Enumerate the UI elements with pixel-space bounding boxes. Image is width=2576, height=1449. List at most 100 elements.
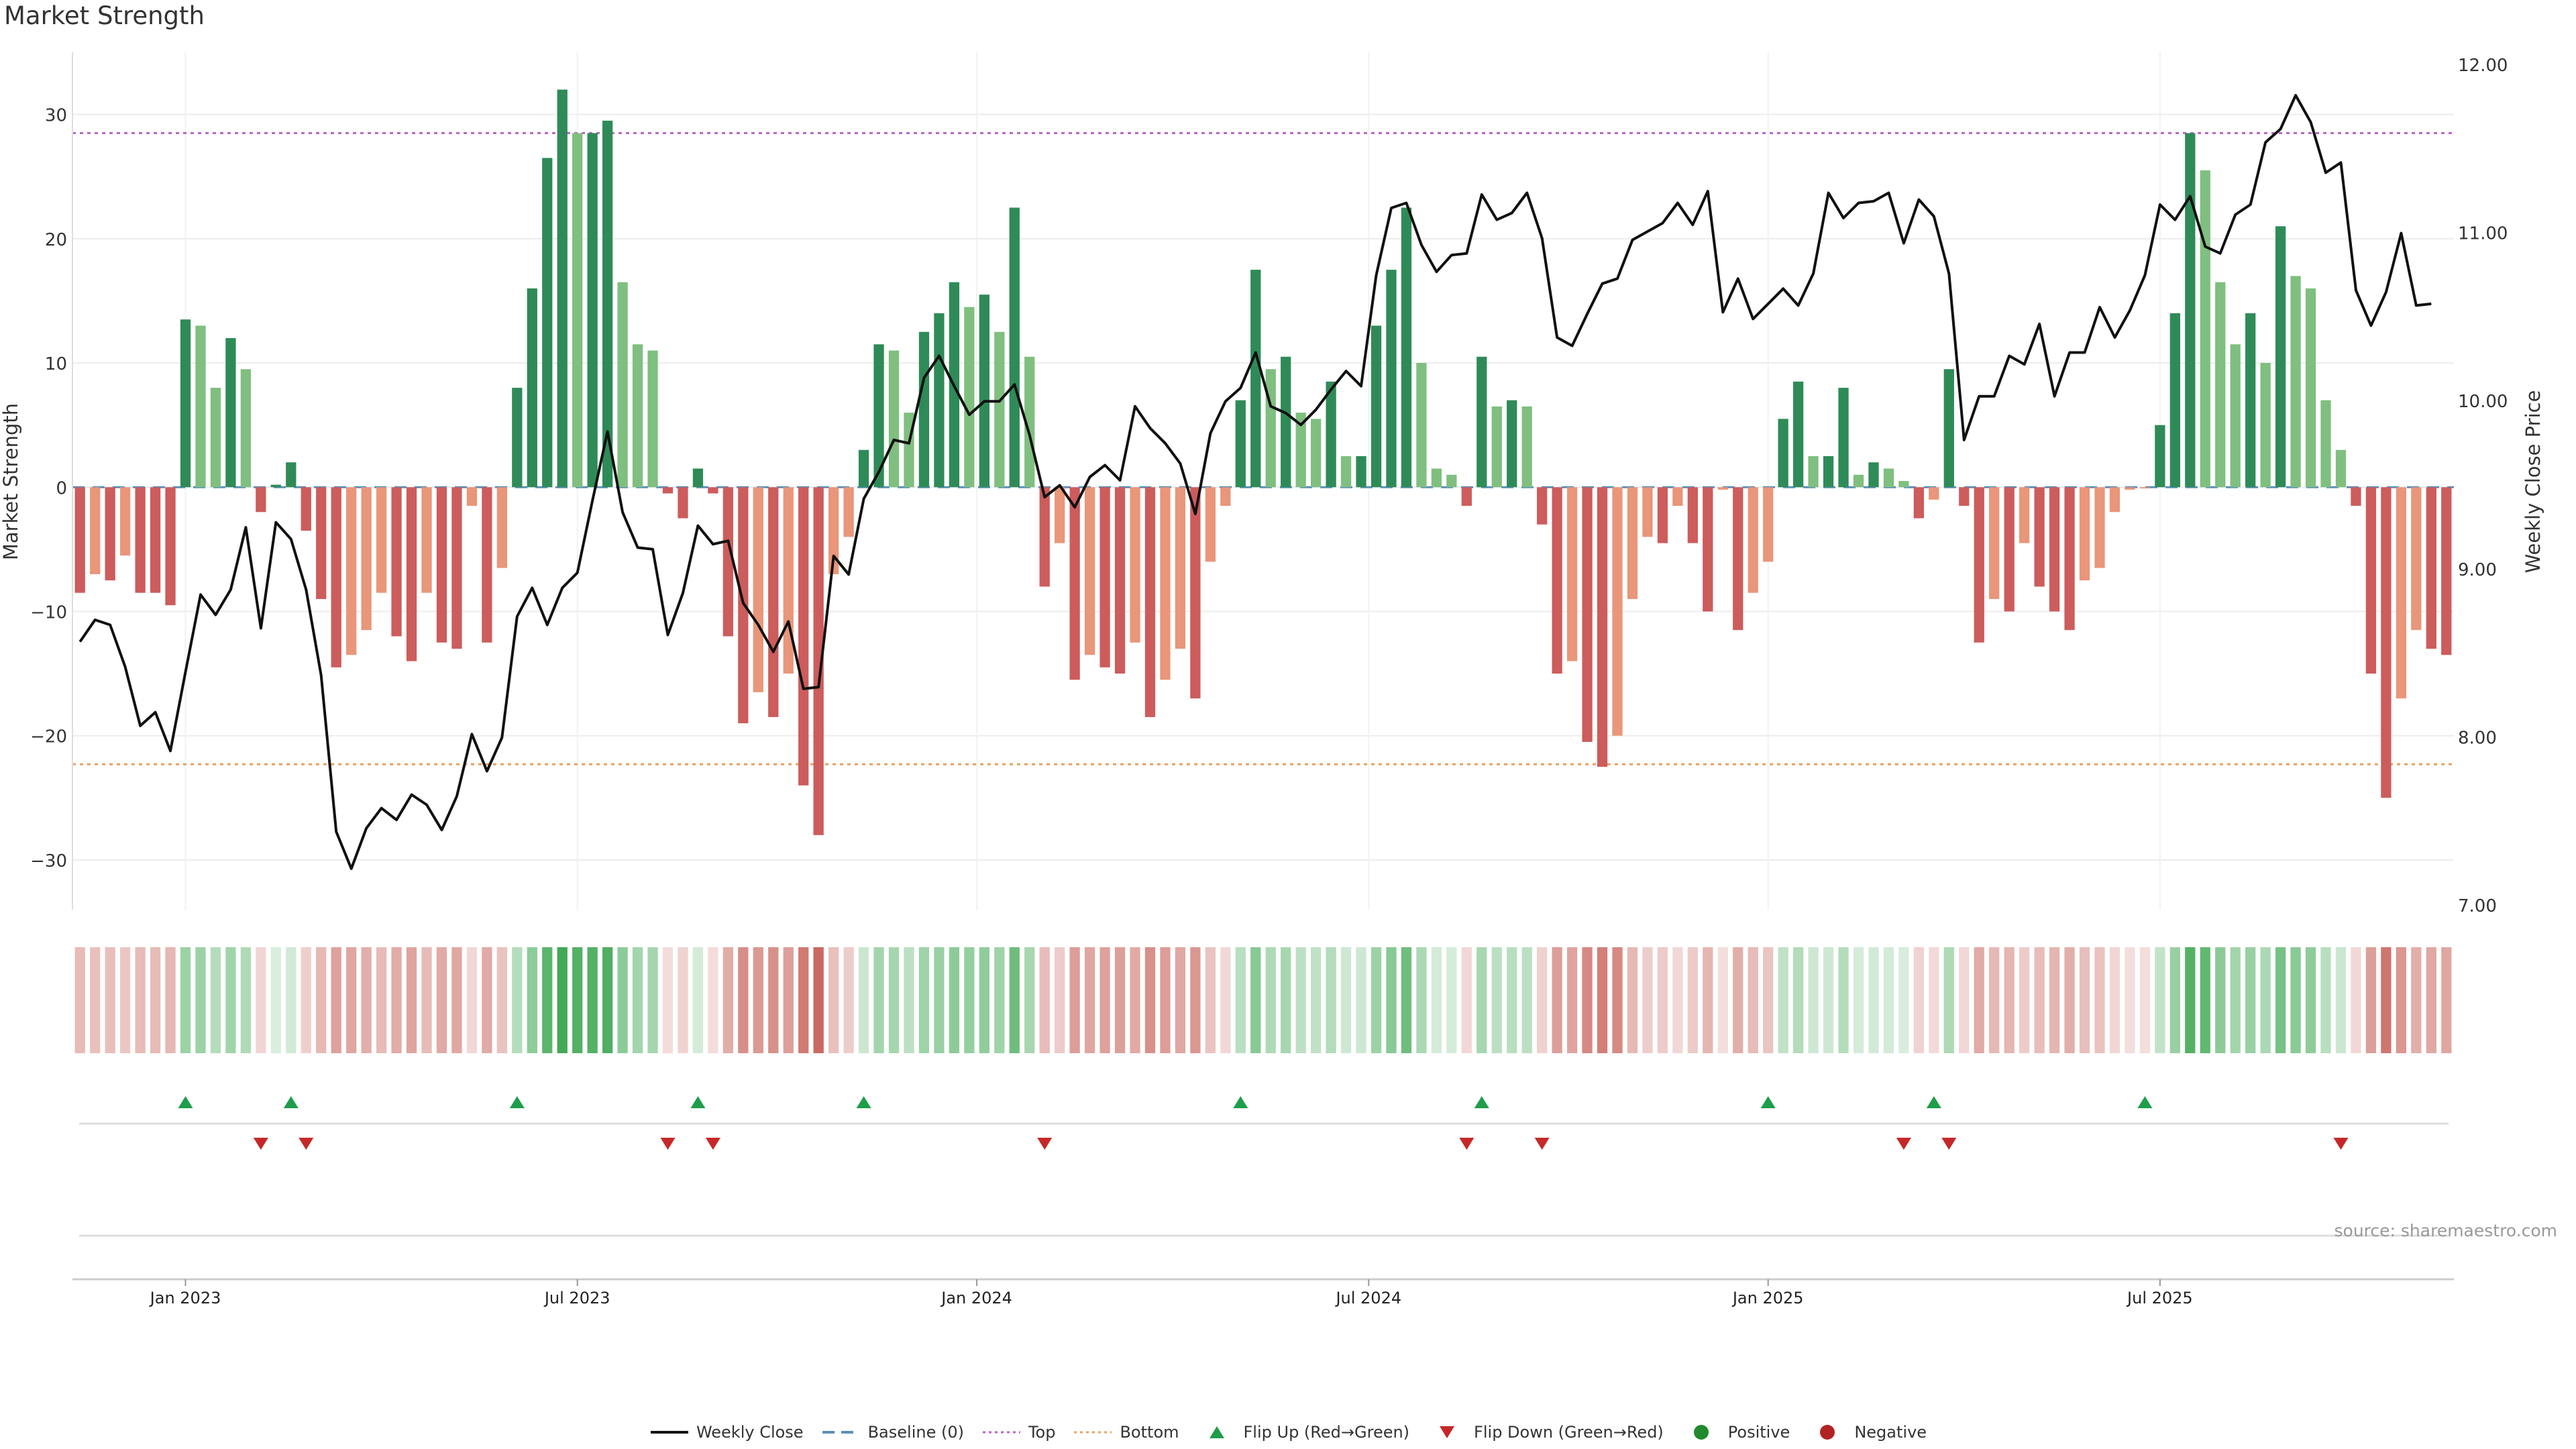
source-credit: source: sharemaestro.com: [2334, 1221, 2558, 1240]
heat-cell: [1597, 947, 1608, 1053]
circle-icon: [1693, 1425, 1709, 1440]
strength-bar: [768, 487, 779, 717]
strength-bar: [316, 487, 327, 599]
strength-bar: [1461, 487, 1472, 506]
x-tick-label: Jul 2024: [1334, 1289, 1401, 1307]
heat-cell: [994, 947, 1005, 1053]
heat-cell: [617, 947, 628, 1053]
strength-bar: [2125, 487, 2135, 490]
heat-cell: [1281, 947, 1291, 1053]
heat-cell: [1250, 947, 1261, 1053]
right-tick-label: 9.00: [2458, 560, 2497, 580]
flip-up-marker: [1760, 1096, 1776, 1108]
heat-cell: [873, 947, 884, 1053]
strength-bar: [406, 487, 417, 661]
heat-cell: [1657, 947, 1668, 1053]
strength-bar: [1235, 400, 1246, 488]
heat-cell: [1853, 947, 1864, 1053]
strength-bar: [1356, 455, 1366, 488]
heat-cell: [1868, 947, 1879, 1053]
heat-cell: [391, 947, 402, 1053]
heat-cell: [1943, 947, 1954, 1053]
strength-bar: [888, 350, 900, 488]
legend-symbol: [982, 1431, 1020, 1434]
strength-bar: [2169, 313, 2180, 488]
strength-bar: [632, 344, 643, 488]
strength-bar: [421, 487, 432, 593]
strength-bar: [1853, 474, 1864, 488]
strength-bar: [783, 487, 794, 674]
strength-bar: [286, 462, 297, 488]
heat-cell: [1612, 947, 1623, 1053]
strength-bar: [1989, 487, 2000, 599]
legend-label: Flip Up (Red→Green): [1243, 1423, 1410, 1442]
strength-bar: [1672, 487, 1683, 506]
legend-item: Top: [981, 1423, 1055, 1442]
strength-bar: [1703, 487, 1713, 612]
heat-cell: [120, 947, 131, 1053]
strength-bar: [692, 468, 704, 488]
strength-bar: [1416, 363, 1427, 488]
x-tick-label: Jan 2023: [149, 1289, 221, 1307]
heat-cell: [301, 947, 311, 1053]
heat-cell: [1748, 947, 1758, 1053]
heat-cell: [1446, 947, 1457, 1053]
strength-bar: [1371, 325, 1382, 488]
strength-bar: [2064, 487, 2075, 631]
strength-bar: [150, 487, 161, 593]
strength-bar: [482, 487, 492, 643]
heat-cell: [1130, 947, 1140, 1053]
strength-bar: [2185, 133, 2196, 488]
heat-cell: [1959, 947, 1970, 1053]
heat-cell: [1642, 947, 1653, 1053]
heat-cell: [2169, 947, 2180, 1053]
strength-bar: [2034, 487, 2045, 587]
legend-item: Negative: [1807, 1423, 1927, 1442]
strength-bar: [1733, 487, 1743, 631]
heat-cell: [1929, 947, 1939, 1053]
strength-bar: [1099, 487, 1110, 667]
strength-bar: [2396, 487, 2406, 699]
heat-cell: [1507, 947, 1517, 1053]
strength-bar: [1823, 455, 1834, 488]
heat-cell: [1356, 947, 1366, 1053]
strength-bar: [662, 487, 674, 494]
right-tick-label: 7.00: [2458, 896, 2497, 916]
heat-cell: [1687, 947, 1698, 1053]
heat-cell: [722, 947, 734, 1053]
heat-cell: [421, 947, 432, 1053]
flip-down-marker: [660, 1138, 676, 1150]
legend-symbol: [822, 1431, 860, 1434]
heat-cell: [934, 947, 945, 1053]
reference-lines: [72, 131, 2454, 765]
flip-markers: [79, 1096, 2449, 1237]
heat-cell: [964, 947, 975, 1053]
heat-cell: [1461, 947, 1472, 1053]
strength-bar: [2381, 487, 2392, 798]
strength-bar: [512, 388, 523, 488]
heat-cell: [1114, 947, 1126, 1053]
strength-bar: [1883, 468, 1894, 488]
heat-cell: [2351, 947, 2361, 1053]
legend-label: Flip Down (Green→Red): [1474, 1423, 1664, 1442]
legend-symbol: [1693, 1425, 1709, 1440]
strength-bar: [572, 133, 583, 488]
strength-bar: [301, 487, 311, 531]
heat-cell: [240, 947, 252, 1053]
strength-bar: [1627, 487, 1638, 599]
strength-bar: [1160, 487, 1171, 680]
heat-cell: [1703, 947, 1713, 1053]
strength-bar: [1431, 468, 1442, 488]
heat-cell: [587, 947, 598, 1053]
heat-cell: [1416, 947, 1427, 1053]
heat-cell: [798, 947, 809, 1053]
strength-bar: [1446, 474, 1457, 488]
strength-bar: [1521, 406, 1532, 488]
heat-cell: [1582, 947, 1593, 1053]
strength-bar: [1190, 487, 1201, 699]
grid-layer: [72, 52, 2454, 910]
x-tick-label: Jan 2024: [940, 1289, 1012, 1307]
strength-bar: [1898, 481, 1909, 488]
strength-bar: [1929, 487, 1939, 500]
